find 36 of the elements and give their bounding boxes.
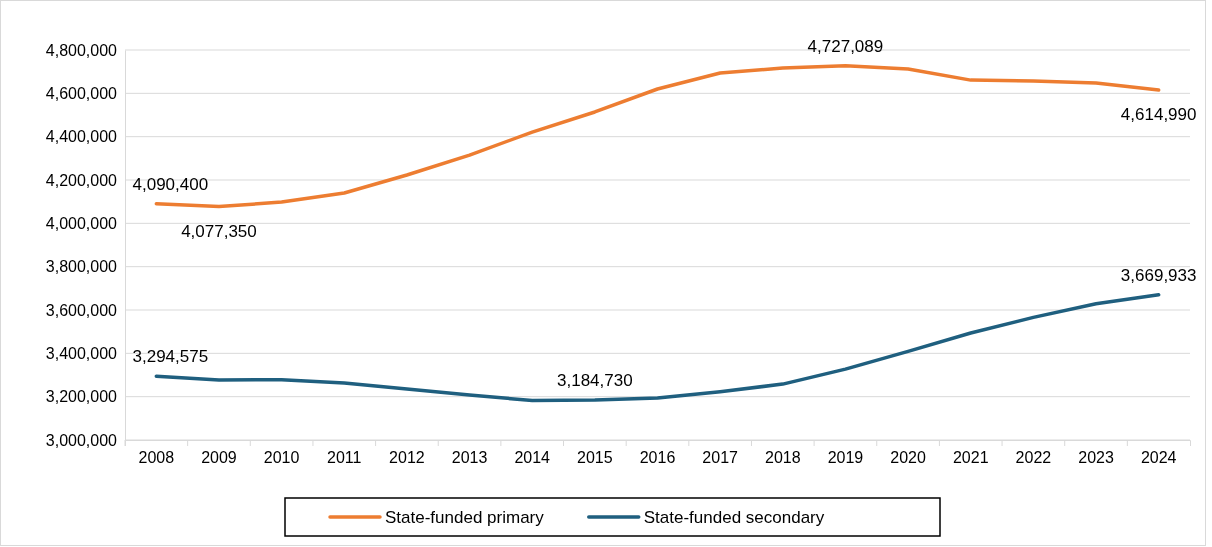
y-tick-label: 3,200,000 <box>45 388 118 406</box>
x-tick-label: 2022 <box>1015 449 1052 467</box>
x-tick-label: 2014 <box>514 449 551 467</box>
x-tick-label: 2016 <box>639 449 676 467</box>
x-tick-label: 2013 <box>451 449 488 467</box>
legend-label: State-funded primary <box>385 508 545 527</box>
annotation: 4,090,400 <box>132 174 209 194</box>
y-tick-label: 3,600,000 <box>45 301 118 319</box>
x-tick-label: 2023 <box>1078 449 1114 467</box>
x-tick-label: 2011 <box>327 449 362 467</box>
annotation: 3,294,575 <box>132 347 209 367</box>
y-tick-label: 4,400,000 <box>45 128 118 146</box>
y-tick-label: 4,800,000 <box>45 41 118 59</box>
x-tick-label: 2021 <box>952 449 989 467</box>
annotation: 4,727,089 <box>807 36 884 56</box>
y-tick-label: 3,000,000 <box>45 431 118 449</box>
annotation: 3,184,730 <box>557 370 633 390</box>
annotation: 3,669,933 <box>1120 265 1197 285</box>
x-tick-label: 2019 <box>827 449 864 467</box>
y-tick-label: 4,000,000 <box>45 214 118 232</box>
x-tick-label: 2017 <box>702 449 739 467</box>
x-tick-label: 2008 <box>138 449 175 467</box>
legend-label: State-funded secondary <box>643 508 825 527</box>
x-tick-label: 2015 <box>577 449 613 467</box>
x-tick-label: 2020 <box>890 449 926 467</box>
y-tick-label: 3,800,000 <box>45 258 118 276</box>
x-tick-label: 2009 <box>201 449 237 467</box>
annotation: 4,077,350 <box>181 221 257 241</box>
x-tick-label: 2010 <box>263 449 300 467</box>
x-tick-label: 2018 <box>765 449 801 467</box>
y-tick-label: 4,200,000 <box>45 171 118 189</box>
y-tick-label: 3,400,000 <box>45 344 118 362</box>
annotation: 4,614,990 <box>1120 105 1197 125</box>
x-tick-label: 2024 <box>1140 449 1177 467</box>
y-tick-label: 4,600,000 <box>45 84 118 102</box>
x-tick-label: 2012 <box>389 449 425 467</box>
